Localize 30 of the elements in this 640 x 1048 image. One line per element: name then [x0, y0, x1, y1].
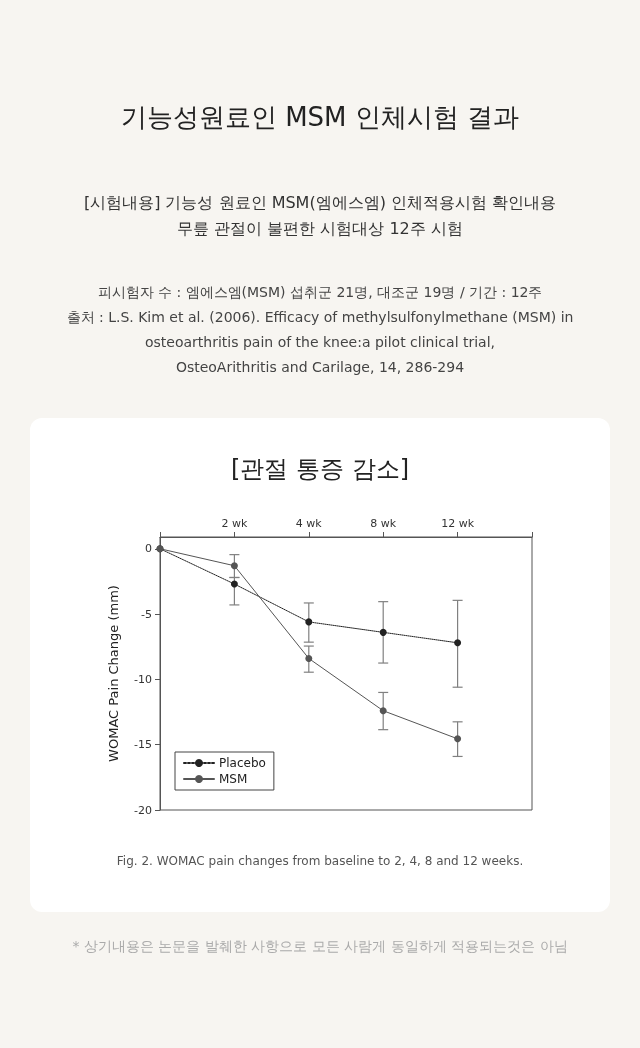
- x-tick-label: 2 wk: [221, 517, 248, 530]
- text: osteoarthritis pain of the knee:a pilot clinical trial,: [143, 333, 497, 352]
- point: [305, 618, 313, 626]
- point: [230, 580, 238, 588]
- text: * 상기내용은 논문을 발췌한 사항으로 모든 사람게 동일하게 적용되는것은 아님: [71, 938, 569, 956]
- chart-title: 기능성원료인 MSM 인체시험 결과: [119, 101, 521, 134]
- y-tick-label: 0: [145, 542, 152, 556]
- chart-subtitle: [관절 통증 감소]: [231, 455, 409, 483]
- text: OsteoArithritis and Carilage, 14, 286-294: [174, 358, 466, 377]
- y-tick-label: -10: [134, 672, 152, 686]
- y-axis-title: WOMAC Pain Change (mm): [106, 585, 121, 762]
- y-tick-label: -15: [134, 738, 152, 752]
- point: [230, 562, 238, 570]
- x-tick-label: 12 wk: [441, 517, 475, 530]
- text: 무릎 관절이 불편한 시험대상 12주 시험: [176, 218, 464, 240]
- point: [379, 628, 387, 636]
- text: [시험내용] 기능성 원료인 MSM(엠에스엠) 인체적용시험 확인내용: [82, 192, 558, 214]
- legend-label: MSM: [219, 772, 248, 786]
- text: 피시험자 수 : 엠에스엠(MSM) 섭취군 21명, 대조군 19명 / 기간 : 12주: [96, 283, 544, 302]
- point: [454, 735, 462, 743]
- y-tick-label: -5: [141, 607, 152, 621]
- point: [305, 654, 313, 662]
- point: [379, 707, 387, 715]
- point: [454, 639, 462, 647]
- source-note: 출처 : L.S. Kim et al. (2006). Efficacy of methylsulfonylmethane (MSM) in: [65, 308, 575, 327]
- x-tick-label: 8 wk: [370, 517, 397, 530]
- x-tick-label: 4 wk: [295, 517, 323, 530]
- y-tick-label: -20: [134, 803, 152, 817]
- legend-label: Placebo: [219, 756, 266, 770]
- caption: Fig. 2. WOMAC pain changes from baseline to 2, 4, 8 and 12 weeks.: [115, 854, 525, 868]
